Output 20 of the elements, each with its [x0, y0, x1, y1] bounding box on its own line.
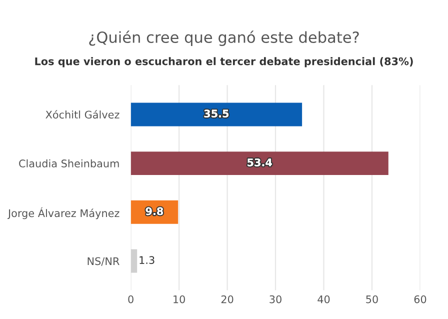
x-tick-label: 40 — [318, 295, 330, 304]
y-tick-label: Xóchitl Gálvez — [46, 110, 120, 119]
bar — [130, 102, 302, 126]
bar — [130, 152, 388, 176]
data-label: 53.4 — [248, 158, 272, 166]
data-label: 1.3 — [140, 256, 154, 264]
x-tick-label: 30 — [270, 295, 282, 304]
x-tick-label: 50 — [366, 295, 378, 304]
y-tick-label: Claudia Sheinbaum — [19, 159, 119, 168]
x-tick-label: 0 — [128, 295, 134, 304]
bar — [130, 249, 138, 273]
data-label: 35.5 — [204, 110, 229, 118]
chart-title: ¿Quién cree que ganó este debate? — [89, 30, 359, 46]
y-tick-label: Jorge Álvarez Máynez — [7, 207, 120, 220]
y-tick-label: NS/NR — [88, 257, 120, 266]
x-tick-label: 20 — [221, 295, 234, 304]
chart-subtitle: Los que vieron o escucharon el tercer debate presidencial (83%) — [35, 57, 413, 68]
x-tick-label: 60 — [414, 295, 426, 304]
data-label: 9.8 — [146, 207, 164, 216]
x-tick-label: 10 — [174, 295, 185, 304]
